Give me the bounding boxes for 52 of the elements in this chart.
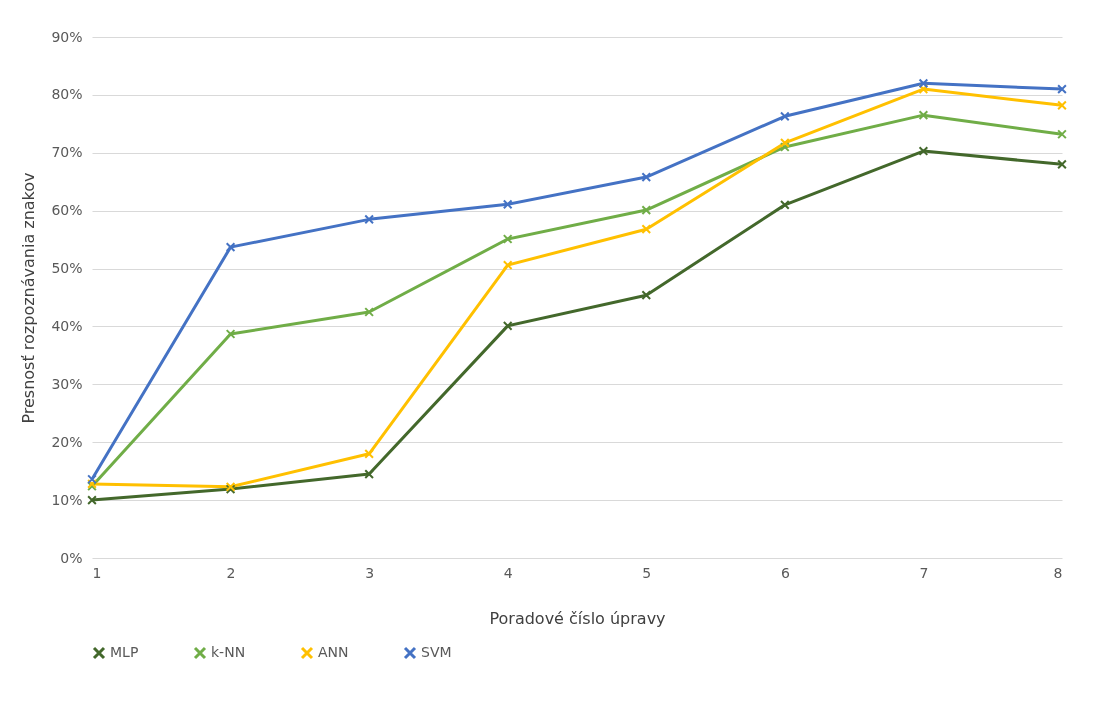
x-tick-label: 3 [365,564,375,581]
y-tick-label: 30% [51,375,83,392]
y-tick-label: 90% [51,28,83,45]
point [364,214,375,225]
point [918,84,929,94]
point [1057,129,1067,140]
point [918,78,929,89]
x-axis-title: Poradové číslo úpravy [489,608,666,628]
point [641,224,652,235]
point [1057,100,1067,111]
point [502,234,513,244]
point [364,448,375,459]
legend-label: k-NN [211,644,246,660]
x-tick-label: 1 [92,564,102,581]
point [225,329,236,339]
point [918,110,929,121]
point [502,260,513,270]
x-tick-label: 6 [780,564,790,581]
point [225,242,236,253]
point [641,290,652,301]
legend-label: MLP [110,644,139,660]
point [87,495,97,505]
point [1057,84,1067,94]
point [502,320,513,331]
point [641,172,652,182]
y-axis-title: Presnosť rozpoznávania znakov [19,172,39,424]
y-tick-label: 10% [51,491,83,508]
point [87,474,97,485]
y-tick-label: 50% [51,260,83,277]
legend-label: SVM [421,644,452,660]
point [364,469,375,479]
y-tick-label: 80% [51,86,83,103]
point [502,199,513,210]
y-tick-label: 0% [60,549,83,566]
x-tick-label: 8 [1053,564,1063,581]
x-tick-label: 2 [226,564,236,581]
y-tick-label: 20% [51,433,83,450]
point [364,307,375,317]
x-tick-label: 5 [642,564,652,581]
x-tick-label: 4 [503,564,513,581]
point [779,142,790,152]
y-tick-label: 40% [51,317,83,334]
y-tick-label: 60% [51,202,83,219]
point [779,200,790,210]
point [1057,159,1067,170]
point [779,111,790,122]
x-tick-label: 7 [919,564,929,581]
y-tick-label: 70% [51,144,83,161]
legend-label: ANN [318,644,349,660]
point [918,146,929,156]
point [779,138,790,148]
point [641,205,652,215]
